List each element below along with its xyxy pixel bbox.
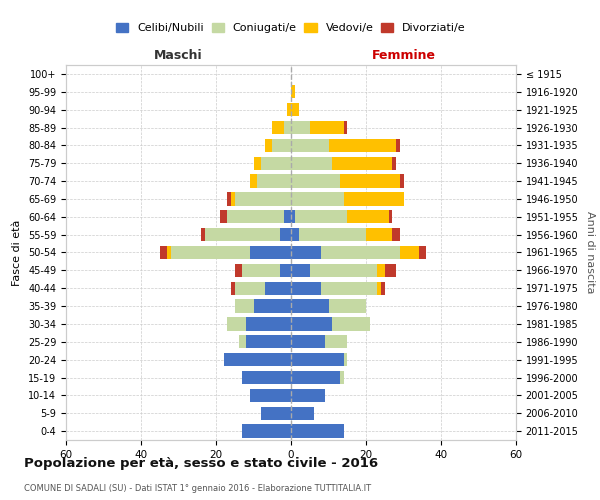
Bar bbox=[295, 210, 347, 224]
Bar bbox=[299, 228, 366, 241]
Bar bbox=[332, 317, 370, 330]
Bar bbox=[392, 228, 400, 241]
Bar bbox=[291, 264, 310, 277]
Bar bbox=[261, 156, 291, 170]
Bar bbox=[235, 282, 265, 295]
Bar bbox=[291, 353, 343, 366]
Bar bbox=[242, 424, 291, 438]
Bar bbox=[347, 210, 389, 224]
Bar bbox=[291, 388, 325, 402]
Bar bbox=[160, 246, 167, 259]
Bar bbox=[291, 138, 329, 152]
Bar bbox=[254, 156, 261, 170]
Bar bbox=[227, 192, 231, 205]
Bar bbox=[257, 174, 291, 188]
Bar bbox=[291, 85, 295, 98]
Bar bbox=[291, 406, 314, 420]
Bar bbox=[272, 138, 291, 152]
Bar bbox=[291, 103, 299, 117]
Bar bbox=[400, 246, 419, 259]
Text: Maschi: Maschi bbox=[154, 50, 203, 62]
Bar bbox=[250, 388, 291, 402]
Bar bbox=[272, 121, 284, 134]
Bar bbox=[329, 300, 366, 313]
Bar bbox=[235, 300, 254, 313]
Bar bbox=[325, 335, 347, 348]
Bar bbox=[340, 174, 400, 188]
Bar bbox=[235, 264, 242, 277]
Text: Popolazione per età, sesso e stato civile - 2016: Popolazione per età, sesso e stato civil… bbox=[24, 458, 378, 470]
Text: COMUNE DI SADALI (SU) - Dati ISTAT 1° gennaio 2016 - Elaborazione TUTTITALIA.IT: COMUNE DI SADALI (SU) - Dati ISTAT 1° ge… bbox=[24, 484, 371, 493]
Bar bbox=[321, 282, 377, 295]
Bar bbox=[239, 335, 246, 348]
Bar bbox=[381, 282, 385, 295]
Bar bbox=[242, 371, 291, 384]
Bar bbox=[291, 424, 343, 438]
Bar bbox=[343, 192, 404, 205]
Bar bbox=[246, 317, 291, 330]
Bar bbox=[284, 121, 291, 134]
Bar bbox=[291, 156, 332, 170]
Bar bbox=[385, 264, 396, 277]
Bar bbox=[366, 228, 392, 241]
Bar bbox=[284, 210, 291, 224]
Bar bbox=[291, 246, 321, 259]
Bar bbox=[167, 246, 171, 259]
Bar bbox=[389, 210, 392, 224]
Bar bbox=[291, 210, 295, 224]
Bar bbox=[291, 371, 340, 384]
Bar bbox=[231, 282, 235, 295]
Bar bbox=[261, 406, 291, 420]
Bar bbox=[332, 156, 392, 170]
Bar bbox=[377, 264, 385, 277]
Bar bbox=[287, 103, 291, 117]
Bar bbox=[419, 246, 426, 259]
Bar bbox=[171, 246, 250, 259]
Bar bbox=[223, 353, 291, 366]
Bar bbox=[280, 264, 291, 277]
Bar bbox=[227, 210, 284, 224]
Bar bbox=[250, 246, 291, 259]
Y-axis label: Fasce di età: Fasce di età bbox=[13, 220, 22, 286]
Bar bbox=[392, 156, 396, 170]
Bar bbox=[291, 228, 299, 241]
Bar bbox=[377, 282, 381, 295]
Bar bbox=[329, 138, 396, 152]
Bar bbox=[205, 228, 280, 241]
Bar bbox=[254, 300, 291, 313]
Bar bbox=[250, 174, 257, 188]
Bar bbox=[396, 138, 400, 152]
Bar bbox=[291, 317, 332, 330]
Bar bbox=[242, 264, 280, 277]
Bar bbox=[246, 335, 291, 348]
Bar bbox=[291, 335, 325, 348]
Bar bbox=[227, 317, 246, 330]
Bar bbox=[291, 121, 310, 134]
Bar bbox=[291, 300, 329, 313]
Bar bbox=[201, 228, 205, 241]
Bar bbox=[340, 371, 343, 384]
Bar bbox=[291, 192, 343, 205]
Legend: Celibi/Nubili, Coniugati/e, Vedovi/e, Divorziati/e: Celibi/Nubili, Coniugati/e, Vedovi/e, Di… bbox=[112, 18, 470, 38]
Bar bbox=[235, 192, 291, 205]
Bar bbox=[310, 121, 343, 134]
Bar bbox=[343, 121, 347, 134]
Bar bbox=[400, 174, 404, 188]
Y-axis label: Anni di nascita: Anni di nascita bbox=[585, 211, 595, 294]
Bar bbox=[291, 282, 321, 295]
Bar bbox=[231, 192, 235, 205]
Bar bbox=[310, 264, 377, 277]
Bar bbox=[220, 210, 227, 224]
Bar bbox=[265, 282, 291, 295]
Bar bbox=[321, 246, 400, 259]
Text: Femmine: Femmine bbox=[371, 50, 436, 62]
Bar bbox=[343, 353, 347, 366]
Bar bbox=[265, 138, 272, 152]
Bar bbox=[291, 174, 340, 188]
Bar bbox=[280, 228, 291, 241]
